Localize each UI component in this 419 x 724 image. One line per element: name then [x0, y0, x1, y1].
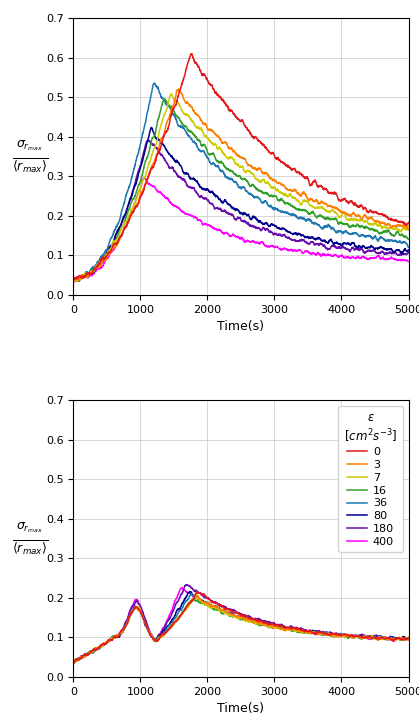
16: [396, 634, 401, 643]
3: [396, 634, 401, 642]
0: [72, 657, 77, 665]
36: [335, 631, 340, 639]
3: [88, 647, 93, 656]
400: [335, 631, 340, 640]
Y-axis label: $\sigma_{r_{max}}$
$\overline{\langle r_{max}\rangle}$: $\sigma_{r_{max}}$ $\overline{\langle r_…: [12, 138, 48, 174]
80: [396, 634, 401, 643]
400: [406, 634, 411, 643]
16: [71, 658, 76, 667]
16: [190, 594, 195, 603]
3: [234, 612, 239, 620]
80: [225, 607, 230, 616]
180: [88, 648, 93, 657]
36: [71, 657, 76, 665]
80: [335, 631, 340, 640]
X-axis label: Time(s): Time(s): [217, 702, 264, 715]
400: [88, 648, 93, 657]
180: [71, 660, 76, 668]
0: [396, 634, 401, 642]
0: [88, 647, 93, 656]
7: [406, 633, 411, 641]
400: [225, 609, 230, 618]
80: [88, 648, 93, 657]
400: [71, 658, 76, 667]
400: [179, 584, 184, 592]
7: [335, 631, 340, 639]
Line: 80: 80: [73, 592, 409, 663]
Line: 36: 36: [73, 594, 409, 662]
180: [225, 605, 230, 613]
400: [396, 634, 401, 643]
80: [406, 634, 411, 643]
X-axis label: Time(s): Time(s): [217, 320, 264, 333]
Line: 400: 400: [73, 588, 409, 662]
Line: 7: 7: [73, 597, 409, 664]
3: [194, 591, 199, 599]
Y-axis label: $\sigma_{r_{max}}$
$\overline{\langle r_{max}\rangle}$: $\sigma_{r_{max}}$ $\overline{\langle r_…: [12, 521, 48, 557]
Line: 3: 3: [73, 595, 409, 665]
180: [335, 629, 340, 638]
36: [72, 657, 77, 666]
3: [406, 636, 411, 644]
0: [225, 605, 230, 614]
16: [225, 610, 230, 618]
180: [184, 581, 189, 589]
180: [396, 635, 401, 644]
0: [397, 634, 402, 642]
7: [71, 660, 76, 668]
3: [225, 607, 230, 616]
36: [88, 648, 93, 657]
36: [189, 589, 194, 598]
36: [406, 635, 411, 644]
3: [396, 633, 401, 641]
3: [335, 632, 340, 641]
7: [396, 635, 401, 644]
16: [335, 631, 340, 639]
16: [396, 634, 401, 643]
3: [71, 660, 76, 669]
36: [225, 608, 230, 617]
16: [234, 613, 239, 621]
80: [71, 659, 76, 668]
80: [187, 587, 192, 596]
7: [88, 649, 93, 657]
Line: 0: 0: [73, 592, 409, 661]
400: [234, 612, 239, 620]
80: [234, 612, 239, 620]
180: [396, 635, 401, 644]
Line: 180: 180: [73, 585, 409, 664]
Legend: 0, 3, 7, 16, 36, 80, 180, 400: 0, 3, 7, 16, 36, 80, 180, 400: [339, 405, 403, 552]
400: [396, 634, 401, 643]
0: [335, 630, 340, 639]
16: [406, 635, 411, 644]
180: [234, 608, 239, 617]
0: [234, 608, 239, 617]
7: [225, 609, 230, 618]
7: [234, 613, 239, 622]
80: [396, 634, 401, 643]
0: [71, 656, 76, 665]
7: [396, 635, 401, 644]
180: [406, 635, 411, 644]
7: [192, 592, 197, 601]
16: [88, 647, 93, 656]
Line: 16: 16: [73, 599, 409, 662]
0: [406, 634, 411, 643]
0: [196, 588, 201, 597]
36: [234, 612, 239, 620]
36: [397, 634, 402, 643]
36: [396, 634, 401, 643]
